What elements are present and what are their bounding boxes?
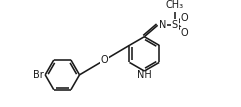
Text: CH₃: CH₃ <box>166 0 184 10</box>
Text: N: N <box>159 20 166 30</box>
Text: O: O <box>181 13 188 23</box>
Text: S: S <box>172 20 178 30</box>
Text: O: O <box>101 55 108 65</box>
Text: NH: NH <box>137 70 152 80</box>
Text: O: O <box>181 28 188 38</box>
Text: Br: Br <box>33 70 44 80</box>
